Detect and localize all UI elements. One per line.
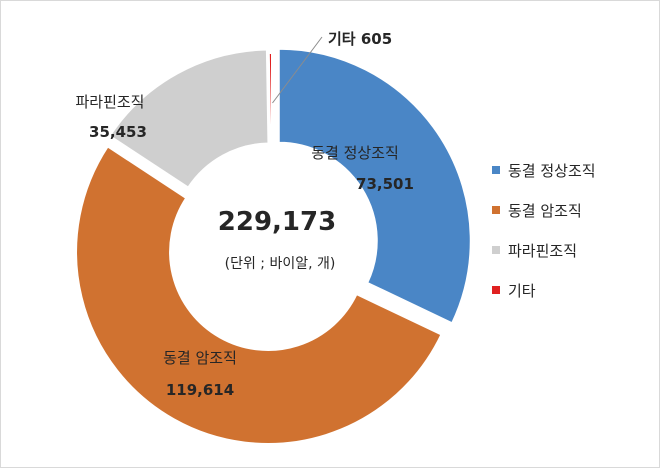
legend-frozen-cancer: 동결 암조직 [492,190,596,230]
legend-swatch [492,166,500,174]
other-leader-line [272,36,323,104]
center-unit: (단위 ; 바이알, 개) [225,256,336,272]
legend-label: 기타 [508,281,536,300]
legend-other: 기타 [492,270,596,310]
legend-label: 동결 암조직 [508,201,582,220]
slice-value-frozen-normal: 73,501 [356,175,414,193]
legend-swatch [492,206,500,214]
slice-paraffin [108,48,270,189]
legend-label: 동결 정상조직 [508,161,596,180]
slice-label-frozen-cancer: 동결 암조직 [163,349,237,367]
slice-value-frozen-cancer: 119,614 [166,381,234,399]
slice-label-frozen-normal: 동결 정상조직 [311,144,399,162]
legend-label: 파라핀조직 [508,241,578,260]
slice-frozen-normal [277,47,472,325]
slice-other [267,51,273,149]
center-total: 229,173 [218,207,336,237]
slice-frozen-cancer [75,145,443,445]
legend-paraffin: 파라핀조직 [492,230,596,270]
slice-label-paraffin: 파라핀조직 [75,93,144,111]
slice-value-paraffin: 35,453 [89,123,147,141]
legend-frozen-normal: 동결 정상조직 [492,150,596,190]
legend-swatch [492,286,500,294]
legend-swatch [492,246,500,254]
other-callout-label: 기타 605 [328,30,392,48]
